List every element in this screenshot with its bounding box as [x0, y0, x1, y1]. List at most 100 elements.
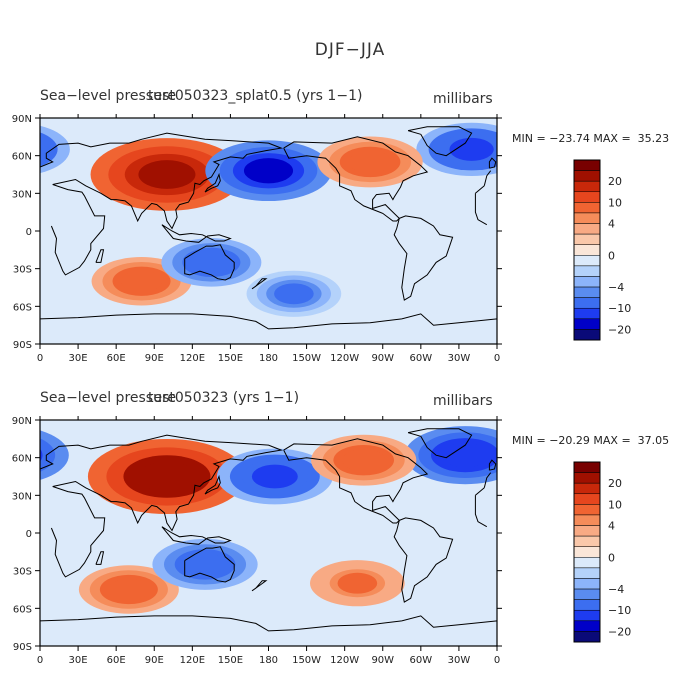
colorbar-swatch	[573, 233, 601, 245]
x-tick-label: 30W	[448, 655, 471, 666]
anomaly-contour	[641, 553, 684, 575]
anomaly-contour	[677, 147, 700, 194]
colorbar-swatch	[573, 535, 601, 547]
coastline-namerica	[283, 136, 429, 222]
y-tick-label: 60N	[12, 454, 32, 465]
x-tick-label: 180	[259, 353, 278, 364]
coastline-uk	[488, 157, 497, 169]
coastline-antarctica	[40, 615, 497, 646]
colorbar-frame	[573, 159, 601, 341]
max-label: MAX =	[593, 132, 631, 145]
colorbar-tick-label: −10	[608, 302, 631, 315]
x-tick-label: 120W	[330, 655, 359, 666]
x-tick-label: 0	[494, 353, 500, 364]
colorbar-tick-label: 0	[608, 551, 615, 564]
colorbar-swatch	[573, 180, 601, 193]
colorbar-swatch	[573, 631, 601, 643]
anomaly-contour	[621, 544, 700, 584]
x-tick-label: 30W	[448, 353, 471, 364]
map-panel-control: Sea−level pressure test050323 (yrs 1−1) …	[0, 390, 700, 690]
anomaly-contour	[40, 139, 47, 159]
coastline-eurasia	[40, 132, 284, 230]
anomaly-contour	[639, 248, 697, 277]
x-tick-label: 150W	[292, 353, 321, 364]
colorbar-swatch	[573, 567, 601, 579]
colorbar-swatch	[573, 307, 601, 320]
coastline-africa	[475, 185, 485, 194]
anomaly-contour	[108, 578, 150, 601]
colorbar-tick-label: 0	[608, 249, 615, 262]
anomaly-contour	[243, 158, 294, 184]
coastline-australia	[184, 244, 235, 281]
y-tick-label: 60S	[13, 302, 32, 313]
colorbar-swatch	[573, 609, 601, 622]
y-tick-label: 30S	[13, 567, 32, 578]
colorbar-tick-label: 4	[608, 520, 615, 533]
anomaly-contour	[545, 439, 700, 514]
x-tick-label: 90W	[371, 353, 394, 364]
coastline-australia	[184, 546, 235, 583]
x-tick-label: 0	[37, 353, 43, 364]
anomaly-contour	[629, 243, 700, 281]
units-label: millibars	[433, 91, 493, 107]
anomaly-contour	[40, 132, 58, 167]
anomaly-contour	[687, 455, 700, 499]
min-label: MIN =	[512, 434, 546, 447]
colorbar-swatch	[573, 255, 601, 267]
colorbar-swatch	[573, 514, 601, 526]
units-label: millibars	[433, 393, 493, 409]
colorbar-swatch	[573, 620, 601, 632]
x-tick-label: 90E	[145, 353, 164, 364]
anomaly-contour	[674, 449, 700, 505]
colorbar-tick-label: −20	[608, 625, 631, 638]
colorbar-swatch	[573, 223, 601, 235]
coastline-africa	[475, 487, 485, 496]
colorbar-swatch	[573, 265, 601, 277]
colorbar-tick-label: 20	[608, 477, 622, 490]
anomaly-contour	[618, 238, 700, 287]
anomaly-contour	[274, 283, 314, 305]
colorbar-swatch	[573, 276, 601, 288]
x-tick-label: 0	[494, 655, 500, 666]
coastline-samerica	[393, 517, 454, 603]
min-label: MIN =	[512, 132, 546, 145]
colorbar-swatch	[573, 557, 601, 569]
anomaly-contour	[662, 140, 700, 201]
panel-title-case: test050323_splat0.5 (yrs 1−1)	[148, 88, 363, 104]
coastline-japan	[204, 474, 221, 495]
colorbar-tick-label: 4	[608, 218, 615, 231]
colorbar-swatch	[573, 578, 601, 590]
min-max-readout: MIN = −20.29 MAX = 37.05	[512, 434, 669, 447]
colorbar-swatch	[573, 329, 601, 341]
y-tick-label: 90N	[12, 416, 32, 427]
coastline-madagascar	[95, 249, 105, 263]
coastline-indonesia	[161, 526, 232, 545]
colorbar-tick-label: −10	[608, 604, 631, 617]
colorbar-swatch	[573, 318, 601, 330]
coastlines	[40, 126, 497, 344]
y-tick-label: 30N	[12, 189, 32, 200]
anomaly-contour	[548, 138, 700, 211]
anomaly-contour	[137, 461, 197, 492]
min-value: −23.74	[549, 132, 590, 145]
x-tick-label: 60W	[410, 655, 433, 666]
colorbar-swatch	[573, 504, 601, 516]
y-tick-label: 0	[26, 227, 32, 238]
y-tick-label: 60S	[13, 604, 32, 615]
x-tick-label: 60E	[107, 655, 126, 666]
coastline-japan	[204, 172, 221, 193]
anomaly-contour	[40, 448, 43, 462]
panel-title: Sea−level pressure test050323_splat0.5 (…	[40, 88, 362, 104]
min-value: −20.29	[549, 434, 590, 447]
coastlines	[40, 428, 497, 646]
colorbar-swatch	[573, 472, 601, 484]
anomaly-contour	[595, 160, 652, 189]
coastline-namerica	[283, 438, 429, 524]
colorbar-swatch	[573, 461, 601, 473]
max-value: 35.23	[637, 132, 670, 145]
x-tick-label: 120W	[330, 353, 359, 364]
colorbar-swatch	[573, 212, 601, 224]
anomaly-contour	[337, 572, 378, 594]
y-tick-label: 60N	[12, 152, 32, 163]
x-tick-label: 60E	[107, 353, 126, 364]
